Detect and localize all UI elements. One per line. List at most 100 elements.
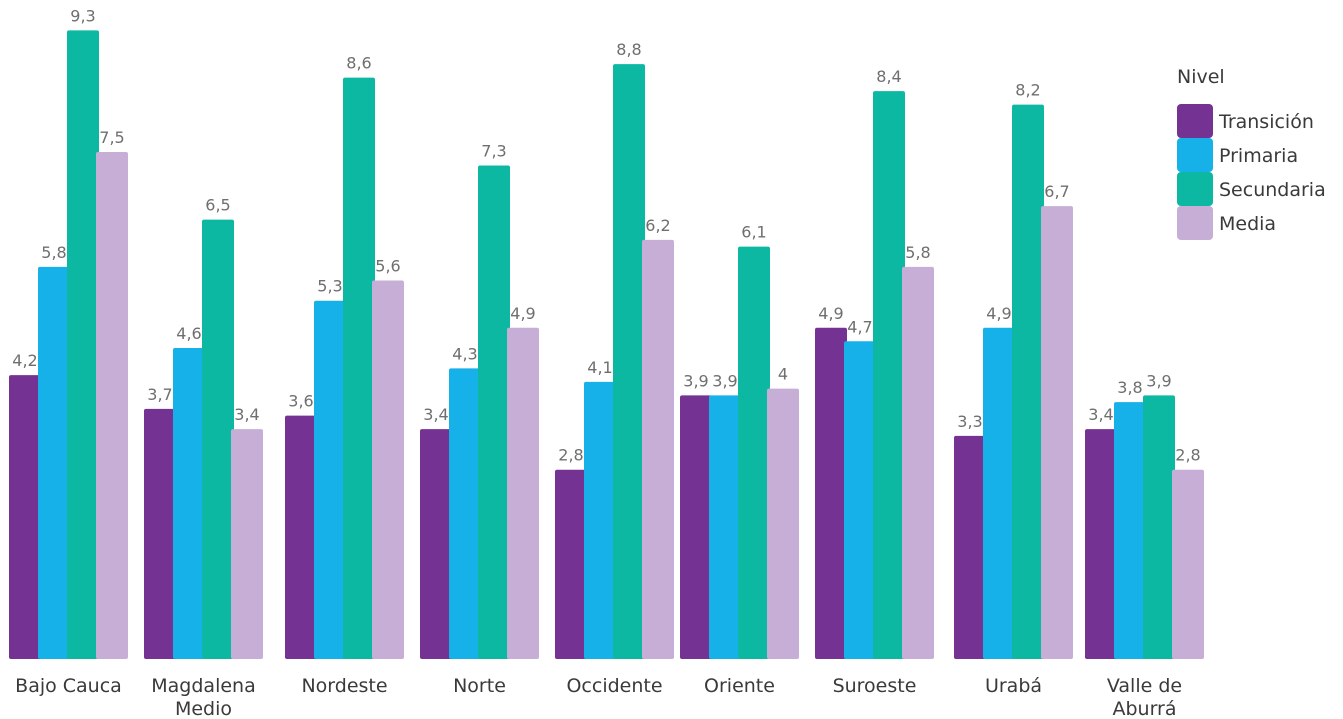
bar-magdalena-medio-secundaria <box>202 219 234 659</box>
category-label-oriente: Oriente <box>704 675 775 697</box>
data-label-magdalena-medio-transicion: 3,7 <box>147 385 172 404</box>
bar-nordeste-secundaria <box>343 77 375 659</box>
bar-bajo-cauca-secundaria <box>67 30 99 659</box>
category-label-magdalena-medio: Magdalena Medio <box>151 675 255 719</box>
data-label-nordeste-media: 5,6 <box>375 256 400 275</box>
category-label-line: Magdalena <box>151 675 255 697</box>
bar-oriente-secundaria <box>738 246 770 659</box>
bar-suroeste-secundaria <box>873 91 905 659</box>
bar-occidente-media <box>642 239 674 659</box>
data-label-oriente-primaria: 3,9 <box>712 371 737 390</box>
category-label-bajo-cauca: Bajo Cauca <box>15 675 122 697</box>
bar-norte-transicion <box>420 429 452 659</box>
bar-suroeste-primaria <box>844 341 876 659</box>
data-label-oriente-media: 4 <box>778 365 788 384</box>
bar-valle-de-aburra-primaria <box>1114 402 1146 659</box>
bar-uraba-primaria <box>983 327 1015 659</box>
data-label-occidente-transicion: 2,8 <box>558 446 583 465</box>
data-label-bajo-cauca-primaria: 5,8 <box>41 243 66 262</box>
bar-occidente-transicion <box>555 469 587 659</box>
data-label-oriente-secundaria: 6,1 <box>741 223 766 242</box>
bar-magdalena-medio-transicion <box>144 408 176 659</box>
data-label-bajo-cauca-transicion: 4,2 <box>12 351 37 370</box>
category-label-line: Medio <box>175 698 232 719</box>
bar-norte-secundaria <box>478 165 510 659</box>
bar-occidente-secundaria <box>613 64 645 660</box>
bar-valle-de-aburra-transicion <box>1085 429 1117 659</box>
category-label-nordeste: Nordeste <box>301 675 387 697</box>
bar-valle-de-aburra-secundaria <box>1143 395 1175 659</box>
data-label-valle-de-aburra-transicion: 3,4 <box>1088 405 1113 424</box>
data-label-bajo-cauca-secundaria: 9,3 <box>70 6 95 25</box>
category-label-line: Bajo Cauca <box>15 675 122 697</box>
data-labels-layer: 4,2 5,8 9,3 7,5 3,7 4,6 6,5 3,4 3,6 5,3 8,6 5,6 3,4 4… <box>12 6 1200 464</box>
legend-title: Nivel <box>1177 66 1225 88</box>
data-label-suroeste-secundaria: 8,4 <box>876 67 901 86</box>
bar-bajo-cauca-primaria <box>38 266 70 659</box>
data-label-suroeste-transicion: 4,9 <box>818 304 843 323</box>
bar-bajo-cauca-media <box>96 152 128 659</box>
category-label-line: Oriente <box>704 675 775 697</box>
data-label-bajo-cauca-media: 7,5 <box>99 128 124 147</box>
legend: Nivel Transición Primaria Secundaria Media <box>1177 66 1326 240</box>
legend-swatch-primaria <box>1177 138 1213 172</box>
data-label-nordeste-primaria: 5,3 <box>317 277 342 296</box>
bar-bajo-cauca-transicion <box>9 375 41 659</box>
legend-swatch-media <box>1177 206 1213 240</box>
bar-uraba-media <box>1041 206 1073 659</box>
bar-norte-primaria <box>449 368 481 659</box>
data-label-occidente-primaria: 4,1 <box>587 358 612 377</box>
data-label-oriente-transicion: 3,9 <box>683 371 708 390</box>
bars-layer <box>9 30 1204 660</box>
legend-label-primaria: Primaria <box>1219 145 1298 167</box>
category-label-line: Valle de <box>1107 675 1182 697</box>
bar-suroeste-transicion <box>815 327 847 659</box>
bar-oriente-primaria <box>709 395 741 659</box>
category-label-norte: Norte <box>453 675 506 697</box>
data-label-suroeste-primaria: 4,7 <box>847 317 872 336</box>
data-label-uraba-transicion: 3,3 <box>957 412 982 431</box>
category-label-uraba: Urabá <box>985 675 1042 697</box>
legend-label-secundaria: Secundaria <box>1219 179 1326 201</box>
category-label-line: Occidente <box>566 675 662 697</box>
data-label-norte-media: 4,9 <box>510 304 535 323</box>
bar-norte-media <box>507 327 539 659</box>
data-label-nordeste-secundaria: 8,6 <box>346 54 371 73</box>
bar-uraba-secundaria <box>1012 104 1044 660</box>
category-label-line: Aburrá <box>1112 698 1176 719</box>
category-label-line: Nordeste <box>301 675 387 697</box>
data-label-occidente-secundaria: 8,8 <box>616 40 641 59</box>
data-label-uraba-secundaria: 8,2 <box>1015 81 1040 100</box>
bar-uraba-transicion <box>954 435 986 659</box>
bar-suroeste-media <box>902 266 934 659</box>
bar-magdalena-medio-media <box>231 429 263 659</box>
bar-magdalena-medio-primaria <box>173 348 205 659</box>
data-label-norte-secundaria: 7,3 <box>481 142 506 161</box>
bar-oriente-transicion <box>680 395 712 659</box>
bar-nordeste-primaria <box>314 300 346 659</box>
data-label-norte-primaria: 4,3 <box>452 344 477 363</box>
bar-valle-de-aburra-media <box>1172 469 1204 659</box>
data-label-magdalena-medio-primaria: 4,6 <box>176 324 201 343</box>
bar-nordeste-transicion <box>285 415 317 659</box>
category-label-line: Urabá <box>985 675 1042 697</box>
legend-label-transicion: Transición <box>1218 111 1314 133</box>
data-label-uraba-primaria: 4,9 <box>986 304 1011 323</box>
bar-occidente-primaria <box>584 381 616 659</box>
data-label-suroeste-media: 5,8 <box>905 243 930 262</box>
category-label-line: Suroeste <box>833 675 917 697</box>
data-label-magdalena-medio-media: 3,4 <box>234 405 259 424</box>
bar-oriente-media <box>767 388 799 659</box>
data-label-occidente-media: 6,2 <box>645 216 670 235</box>
category-label-valle-de-aburra: Valle de Aburrá <box>1107 675 1182 719</box>
legend-swatch-transicion <box>1177 104 1213 138</box>
data-label-valle-de-aburra-secundaria: 3,9 <box>1146 371 1171 390</box>
data-label-valle-de-aburra-media: 2,8 <box>1175 446 1200 465</box>
legend-label-media: Media <box>1219 213 1276 235</box>
category-axis: Bajo Cauca Magdalena Medio Nordeste Norte Occ… <box>15 675 1182 719</box>
data-label-norte-transicion: 3,4 <box>423 405 448 424</box>
legend-swatch-secundaria <box>1177 172 1213 206</box>
category-label-suroeste: Suroeste <box>833 675 917 697</box>
